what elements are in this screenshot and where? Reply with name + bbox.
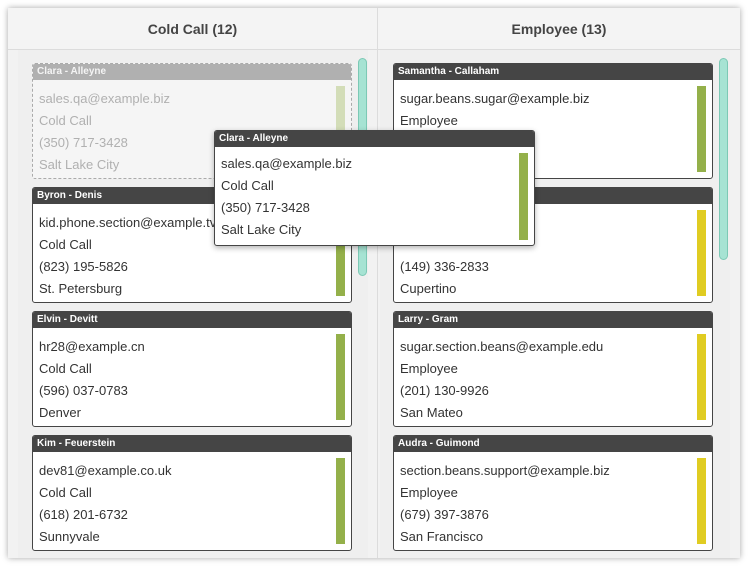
- kanban-board: Cold Call (12) Employee (13) Clara - All…: [8, 8, 740, 558]
- card-title: Clara - Alleyne: [33, 64, 351, 80]
- card-status: Employee: [400, 113, 458, 128]
- card-phone: (201) 130-9926: [400, 383, 489, 398]
- column-divider: [377, 8, 378, 558]
- card-phone: (149) 336-2833: [400, 259, 489, 274]
- status-color-bar: [336, 86, 345, 172]
- status-color-bar: [336, 334, 345, 420]
- card-status: Employee: [400, 485, 458, 500]
- card-title: Elvin - Devitt: [33, 312, 351, 328]
- status-color-bar: [697, 458, 706, 544]
- card-status: Cold Call: [39, 113, 92, 128]
- card-city: Salt Lake City: [39, 157, 120, 172]
- lead-card[interactable]: Kim - Feuerstein dev81@example.co.uk Col…: [32, 435, 352, 551]
- card-email: sugar.section.beans@example.edu: [400, 339, 604, 354]
- employee-scrollbar[interactable]: [719, 58, 728, 260]
- card-phone: (350) 717-3428: [221, 200, 310, 215]
- status-color-bar: [336, 458, 345, 544]
- card-status: Cold Call: [39, 237, 92, 252]
- card-status: Cold Call: [39, 361, 92, 376]
- card-phone: (679) 397-3876: [400, 507, 489, 522]
- card-city: Denver: [39, 405, 81, 420]
- status-color-bar: [697, 210, 706, 296]
- lead-card[interactable]: Audra - Guimond section.beans.support@ex…: [393, 435, 713, 551]
- column-title: Employee (13): [511, 20, 607, 37]
- card-email: sugar.beans.sugar@example.biz: [400, 91, 590, 106]
- lead-card[interactable]: Larry - Gram sugar.section.beans@example…: [393, 311, 713, 427]
- card-city: Sunnyvale: [39, 529, 100, 544]
- card-title: Larry - Gram: [394, 312, 712, 328]
- card-title: Samantha - Callaham: [394, 64, 712, 80]
- card-status: Employee: [400, 361, 458, 376]
- column-title: Cold Call (12): [147, 20, 238, 37]
- card-email: section.beans.support@example.biz: [400, 463, 610, 478]
- card-title: Kim - Feuerstein: [33, 436, 351, 452]
- status-color-bar: [519, 153, 528, 240]
- lead-card[interactable]: Elvin - Devitt hr28@example.cn Cold Call…: [32, 311, 352, 427]
- card-city: Salt Lake City: [221, 222, 302, 237]
- card-email: dev81@example.co.uk: [39, 463, 172, 478]
- card-email: hr28@example.cn: [39, 339, 145, 354]
- card-phone: (618) 201-6732: [39, 507, 128, 522]
- column-header-cold-call: Cold Call (12): [8, 8, 377, 50]
- card-email: sales.qa@example.biz: [39, 91, 170, 106]
- card-status: Cold Call: [39, 485, 92, 500]
- status-color-bar: [697, 334, 706, 420]
- lead-card[interactable]: Samantha - Callaham sugar.beans.sugar@ex…: [393, 63, 713, 179]
- card-email: sales.qa@example.biz: [221, 156, 352, 171]
- card-phone: (823) 195-5826: [39, 259, 128, 274]
- card-email: kid.phone.section@example.tv: [39, 215, 217, 230]
- card-title: Clara - Alleyne: [215, 131, 534, 147]
- card-city: San Mateo: [400, 405, 463, 420]
- card-phone: (350) 717-3428: [39, 135, 128, 150]
- status-color-bar: [336, 210, 345, 296]
- status-color-bar: [697, 86, 706, 172]
- card-title: Audra - Guimond: [394, 436, 712, 452]
- column-header-employee: Employee (13): [378, 8, 740, 50]
- card-city: San Francisco: [400, 529, 484, 544]
- card-city: Cupertino: [400, 281, 457, 296]
- card-status: Cold Call: [221, 178, 274, 193]
- card-phone: (596) 037-0783: [39, 383, 128, 398]
- card-city: St. Petersburg: [39, 281, 123, 296]
- dragging-card[interactable]: Clara - Alleyne sales.qa@example.biz Col…: [214, 130, 535, 246]
